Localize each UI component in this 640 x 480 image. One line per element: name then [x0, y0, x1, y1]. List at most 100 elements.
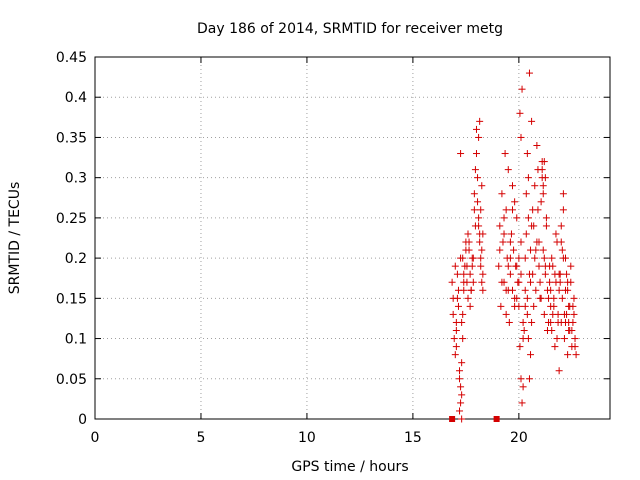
- x-tick-label: 20: [510, 430, 528, 446]
- data-point: [571, 335, 579, 343]
- data-point: [559, 206, 567, 214]
- data-point: [537, 294, 545, 302]
- data-point: [501, 150, 509, 158]
- data-point: [535, 238, 543, 246]
- data-point: [464, 230, 472, 238]
- data-point: [505, 318, 513, 326]
- data-point: [513, 262, 521, 270]
- data-point: [522, 230, 530, 238]
- data-point: [559, 190, 567, 198]
- data-point: [521, 286, 529, 294]
- data-point: [558, 246, 566, 254]
- data-point: [506, 254, 514, 262]
- data-point: [557, 222, 565, 230]
- data-point: [509, 182, 517, 190]
- data-point: [497, 302, 505, 310]
- data-point: [541, 262, 549, 270]
- grid: [95, 57, 610, 419]
- data-point: [513, 294, 521, 302]
- data-point: [563, 270, 571, 278]
- data-point: [477, 254, 485, 262]
- data-point: [457, 254, 465, 262]
- data-point: [561, 254, 569, 262]
- data-point: [551, 343, 559, 351]
- data-point: [517, 133, 525, 141]
- data-point: [557, 238, 565, 246]
- data-point: [539, 182, 547, 190]
- x-tick-label: 0: [91, 430, 100, 446]
- y-tick-label: 0.15: [56, 291, 87, 307]
- data-point: [519, 318, 527, 326]
- data-point: [506, 270, 514, 278]
- data-point: [548, 254, 556, 262]
- data-point: [470, 190, 478, 198]
- data-point: [534, 206, 542, 214]
- data-point: [462, 246, 470, 254]
- y-tick-label: 0.45: [56, 50, 87, 66]
- data-point: [564, 351, 572, 359]
- data-point: [472, 125, 480, 133]
- data-point: [502, 310, 510, 318]
- x-tick-label: 10: [298, 430, 316, 446]
- data-point: [502, 206, 510, 214]
- data-point: [448, 278, 456, 286]
- data-point: [570, 310, 578, 318]
- data-point: [456, 375, 464, 383]
- data-point: [509, 286, 517, 294]
- data-point: [527, 351, 535, 359]
- x-tick-label: 15: [404, 430, 422, 446]
- data-point: [458, 318, 466, 326]
- data-point: [451, 262, 459, 270]
- data-point: [532, 246, 540, 254]
- data-point: [521, 254, 529, 262]
- data-point: [460, 270, 468, 278]
- data-point: [500, 230, 508, 238]
- data-point: [465, 238, 473, 246]
- x-tick-labels: 0 5 10 15 20: [91, 430, 528, 446]
- data-point: [542, 214, 550, 222]
- data-point: [478, 278, 486, 286]
- data-point: [453, 294, 461, 302]
- data-point: [560, 310, 568, 318]
- data-point: [555, 270, 563, 278]
- y-tick-label: 0: [78, 412, 87, 428]
- data-point: [525, 270, 533, 278]
- data-point: [525, 375, 533, 383]
- data-point: [451, 351, 459, 359]
- data-point: [523, 294, 531, 302]
- data-point: [540, 158, 548, 166]
- data-point: [507, 230, 515, 238]
- data-point: [535, 262, 543, 270]
- data-point: [454, 286, 462, 294]
- data-point: [540, 310, 548, 318]
- data-point: [549, 310, 557, 318]
- data-point: [565, 318, 573, 326]
- data-point: [517, 375, 525, 383]
- data-point: [548, 327, 556, 335]
- data-point: [510, 246, 518, 254]
- y-tick-label: 0.3: [65, 171, 87, 187]
- data-point: [509, 206, 517, 214]
- data-point: [459, 310, 467, 318]
- data-point: [517, 270, 525, 278]
- zero-data-point: [449, 416, 456, 422]
- data-point: [498, 278, 506, 286]
- data-point: [521, 302, 529, 310]
- data-point: [523, 310, 531, 318]
- data-point: [452, 327, 460, 335]
- data-point: [474, 174, 482, 182]
- data-point: [475, 133, 483, 141]
- chart-title: Day 186 of 2014, SRMTID for receiver met…: [197, 21, 503, 37]
- data-point: [550, 294, 558, 302]
- data-point: [549, 262, 557, 270]
- data-point: [515, 254, 523, 262]
- data-point: [471, 222, 479, 230]
- data-point: [528, 318, 536, 326]
- y-tick-label: 0.05: [56, 372, 87, 388]
- data-point: [457, 150, 465, 158]
- data-point: [539, 246, 547, 254]
- data-point: [572, 351, 580, 359]
- data-point: [540, 254, 548, 262]
- data-point: [456, 407, 464, 415]
- data-point: [477, 206, 485, 214]
